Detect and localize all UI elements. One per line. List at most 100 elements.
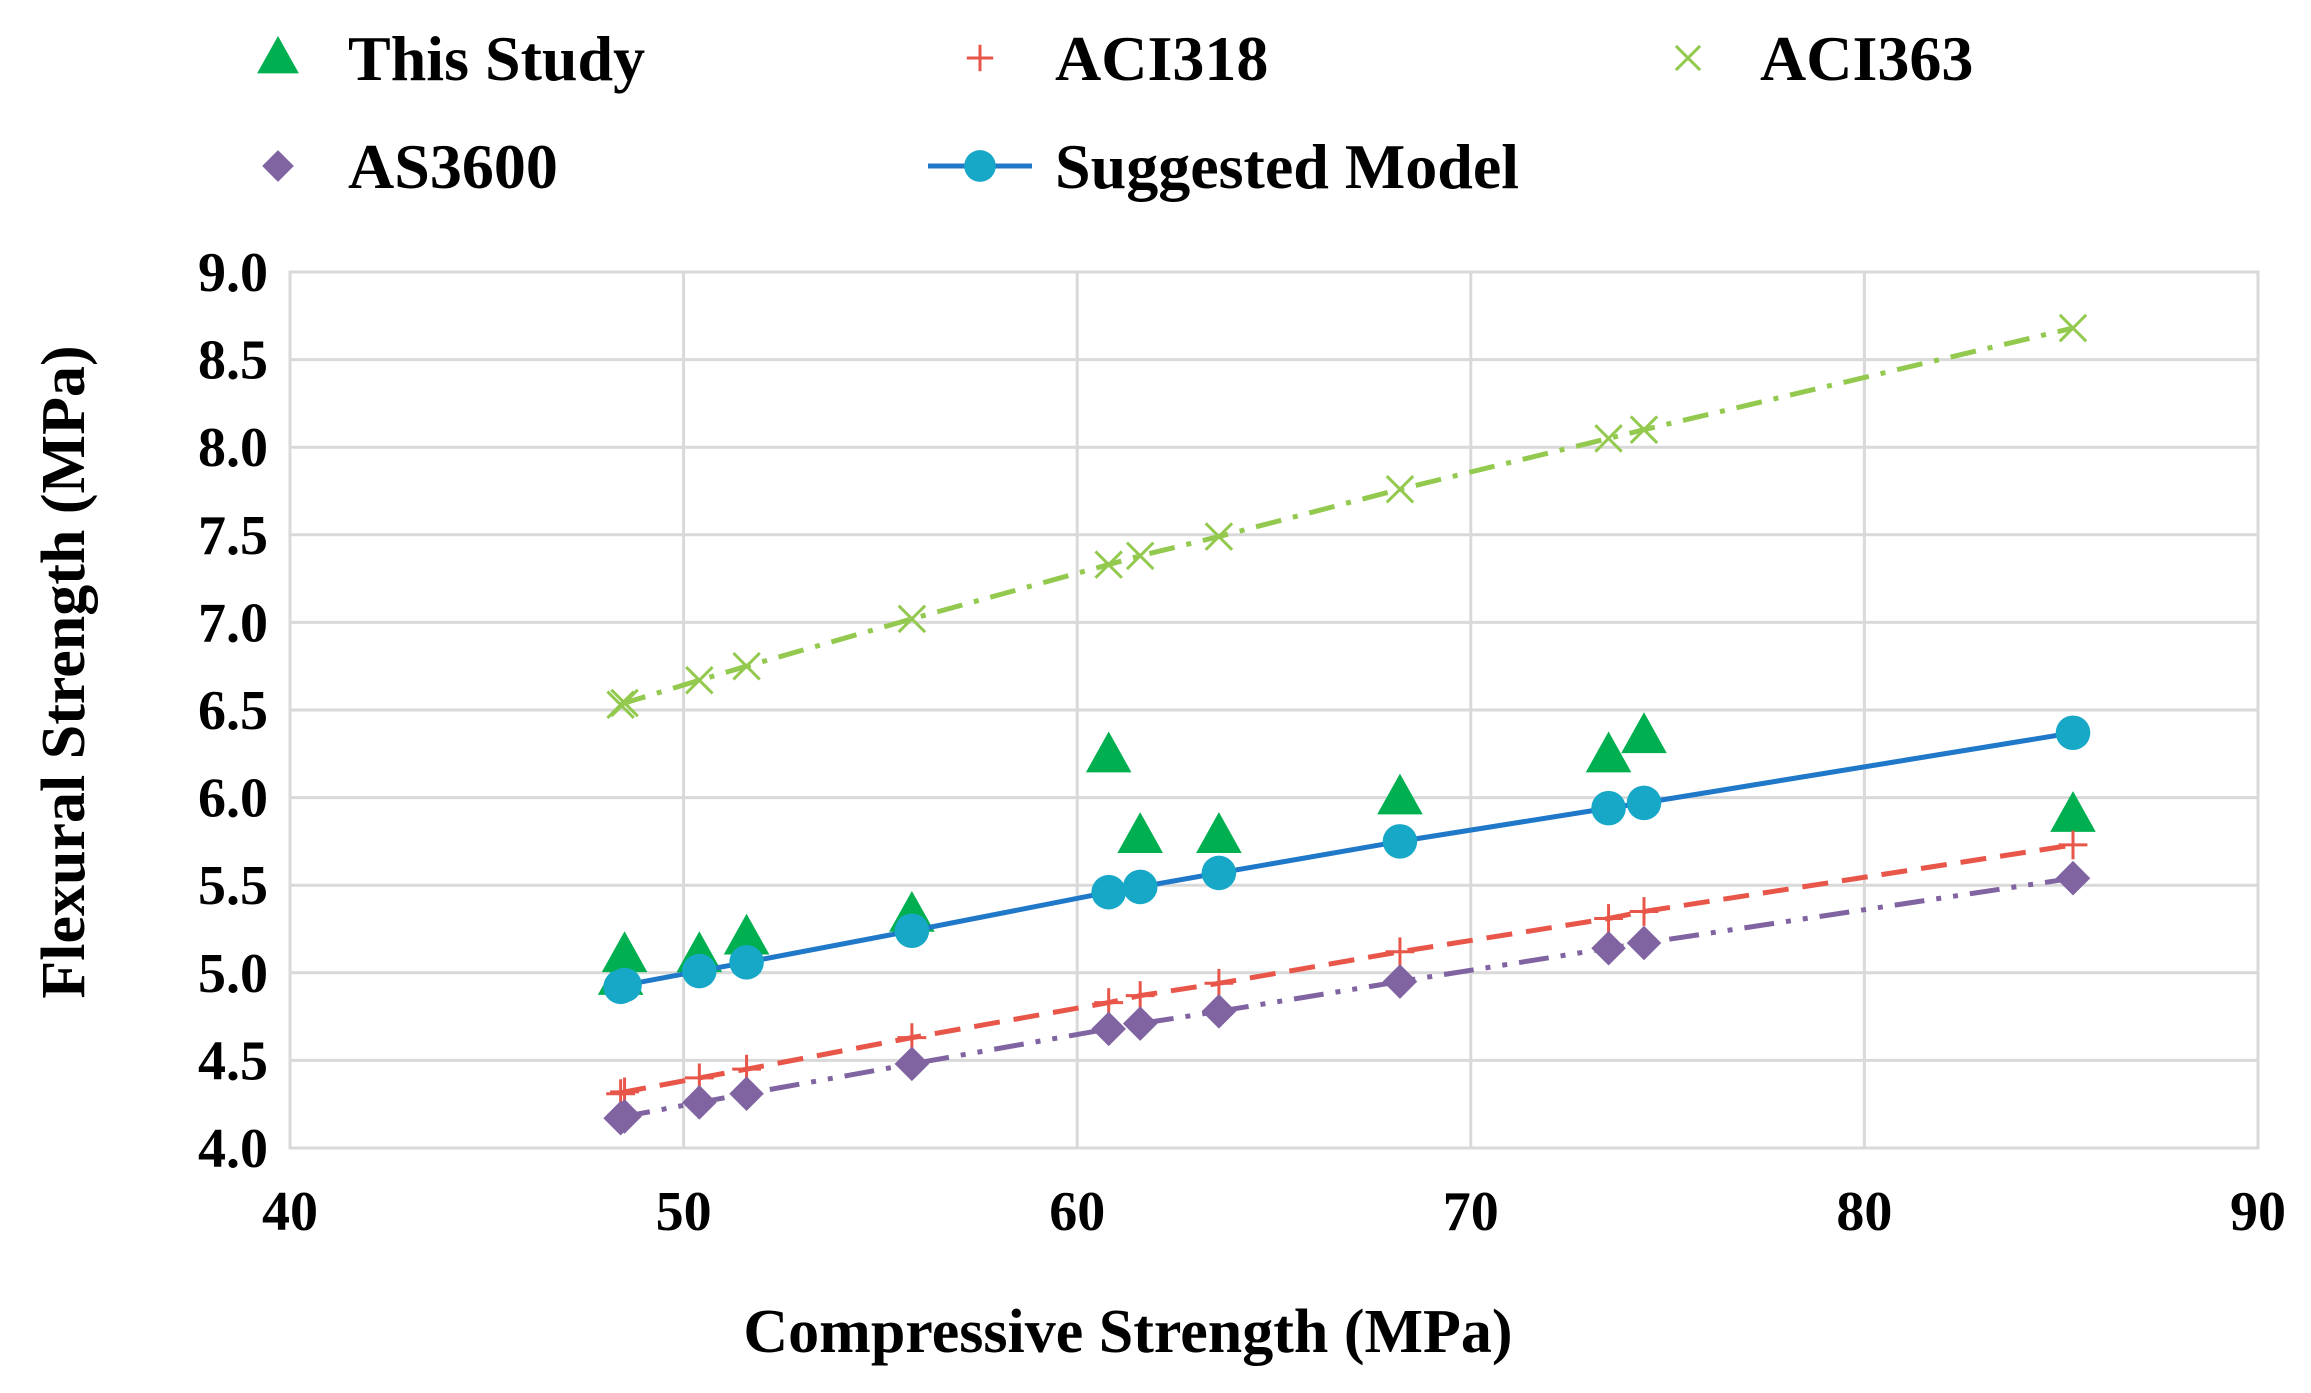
legend-label: This Study (348, 23, 645, 94)
y-tick-label: 4.5 (198, 1030, 268, 1092)
x-tick-label: 50 (656, 1181, 712, 1243)
data-point (729, 945, 764, 980)
x-stroke-2 (732, 651, 761, 681)
x-stroke-2 (1094, 550, 1123, 579)
data-point (1591, 790, 1626, 826)
x-stroke-2 (1125, 541, 1155, 571)
data-point (1196, 812, 1242, 853)
y-tick-label: 4.0 (198, 1118, 268, 1180)
data-point (2058, 313, 2088, 343)
data-point (1201, 855, 1237, 891)
x-tick-label: 80 (1836, 1181, 1892, 1243)
data-point (610, 688, 639, 718)
y-tick-label: 6.0 (198, 768, 268, 830)
x-tick-label: 70 (1443, 1181, 1499, 1243)
data-point (1591, 930, 1626, 966)
data-point (1125, 541, 1155, 571)
data-point (1094, 550, 1123, 579)
data-point (1629, 415, 1659, 444)
data-point (1385, 474, 1415, 504)
data-point (1594, 424, 1623, 453)
legend-item-as3600: AS3600 (262, 131, 558, 202)
x-tick-label: 60 (1049, 1181, 1105, 1243)
x-stroke-2 (897, 604, 927, 634)
x-axis-title: Compressive Strength (MPa) (743, 1298, 1512, 1366)
x-stroke-2 (610, 688, 639, 718)
legend-marker (262, 150, 294, 182)
data-point (1629, 897, 1659, 926)
data-point (1385, 937, 1415, 967)
data-point (2058, 830, 2088, 860)
data-point (1125, 981, 1155, 1010)
data-point (732, 651, 761, 681)
legend-marker (1674, 44, 1702, 72)
data-point (1594, 904, 1623, 933)
legend-marker (964, 150, 996, 182)
series-layer (597, 313, 2096, 1136)
legend-label: Suggested Model (1055, 131, 1519, 202)
series-line (619, 325, 2074, 708)
data-point (1122, 1006, 1158, 1041)
legend-label: ACI363 (1760, 23, 1973, 94)
data-point (1091, 874, 1126, 910)
data-point (1382, 964, 1418, 999)
y-tick-label: 5.0 (198, 943, 268, 1005)
data-point (601, 931, 648, 973)
legend-marker (257, 36, 299, 74)
data-point (1117, 812, 1163, 853)
grid (288, 270, 2260, 1150)
y-tick-label: 6.5 (198, 680, 268, 742)
data-point (1621, 712, 1667, 754)
data-point (606, 690, 635, 720)
x-stroke-2 (685, 665, 714, 695)
data-point (1201, 994, 1237, 1029)
data-point (1382, 824, 1418, 859)
data-point (1204, 968, 1234, 998)
data-point (682, 953, 717, 989)
data-point (1122, 869, 1158, 905)
data-point (894, 913, 930, 949)
data-point (682, 1085, 717, 1120)
data-point (1085, 731, 1132, 773)
legend-label: ACI318 (1055, 23, 1268, 94)
x-stroke-2 (1629, 415, 1659, 444)
data-point (607, 1099, 642, 1134)
x-tick-label: 40 (262, 1181, 318, 1243)
y-tick-label: 7.0 (198, 592, 268, 654)
y-tick-label: 5.5 (198, 855, 268, 917)
data-point (1204, 522, 1234, 551)
data-point (2055, 860, 2091, 896)
axes: 4.0 4.5 5.0 5.5 6.0 6.5 7.0 7.5 8.0 8.5 9.0 40 50 60 7… (198, 242, 2286, 1243)
x-stroke-2 (1674, 44, 1702, 72)
data-point (607, 967, 642, 1003)
data-point (1377, 773, 1423, 815)
y-tick-label: 8.0 (198, 417, 268, 479)
legend-item-this-study: This Study (257, 23, 645, 94)
x-stroke-2 (1594, 424, 1623, 453)
legend-item-aci318: ACI318 (966, 23, 1268, 94)
legend-marker (966, 44, 994, 72)
data-point (2055, 715, 2091, 751)
x-stroke-2 (606, 690, 635, 720)
data-point (894, 1046, 930, 1082)
y-tick-label: 8.5 (198, 330, 268, 392)
series-as3600 (603, 860, 2091, 1136)
data-point (729, 1076, 764, 1111)
y-tick-label: 9.0 (198, 242, 268, 304)
data-point (723, 913, 770, 955)
series-suggested-model (603, 715, 2091, 1005)
legend-item-aci363: ACI363 (1674, 23, 1973, 94)
data-point (685, 665, 714, 695)
data-point (1626, 785, 1662, 821)
x-stroke-2 (1204, 522, 1234, 551)
data-point (2050, 791, 2096, 832)
legend: This Study ACI318 ACI363 AS3600 Suggested Mo… (257, 23, 1973, 202)
y-axis-title: Flexural Strength (MPa) (30, 345, 98, 998)
data-point (897, 604, 927, 634)
data-point (1626, 925, 1662, 961)
series-aci363 (606, 313, 2088, 720)
legend-label: AS3600 (348, 131, 558, 202)
x-stroke-2 (1385, 474, 1415, 504)
